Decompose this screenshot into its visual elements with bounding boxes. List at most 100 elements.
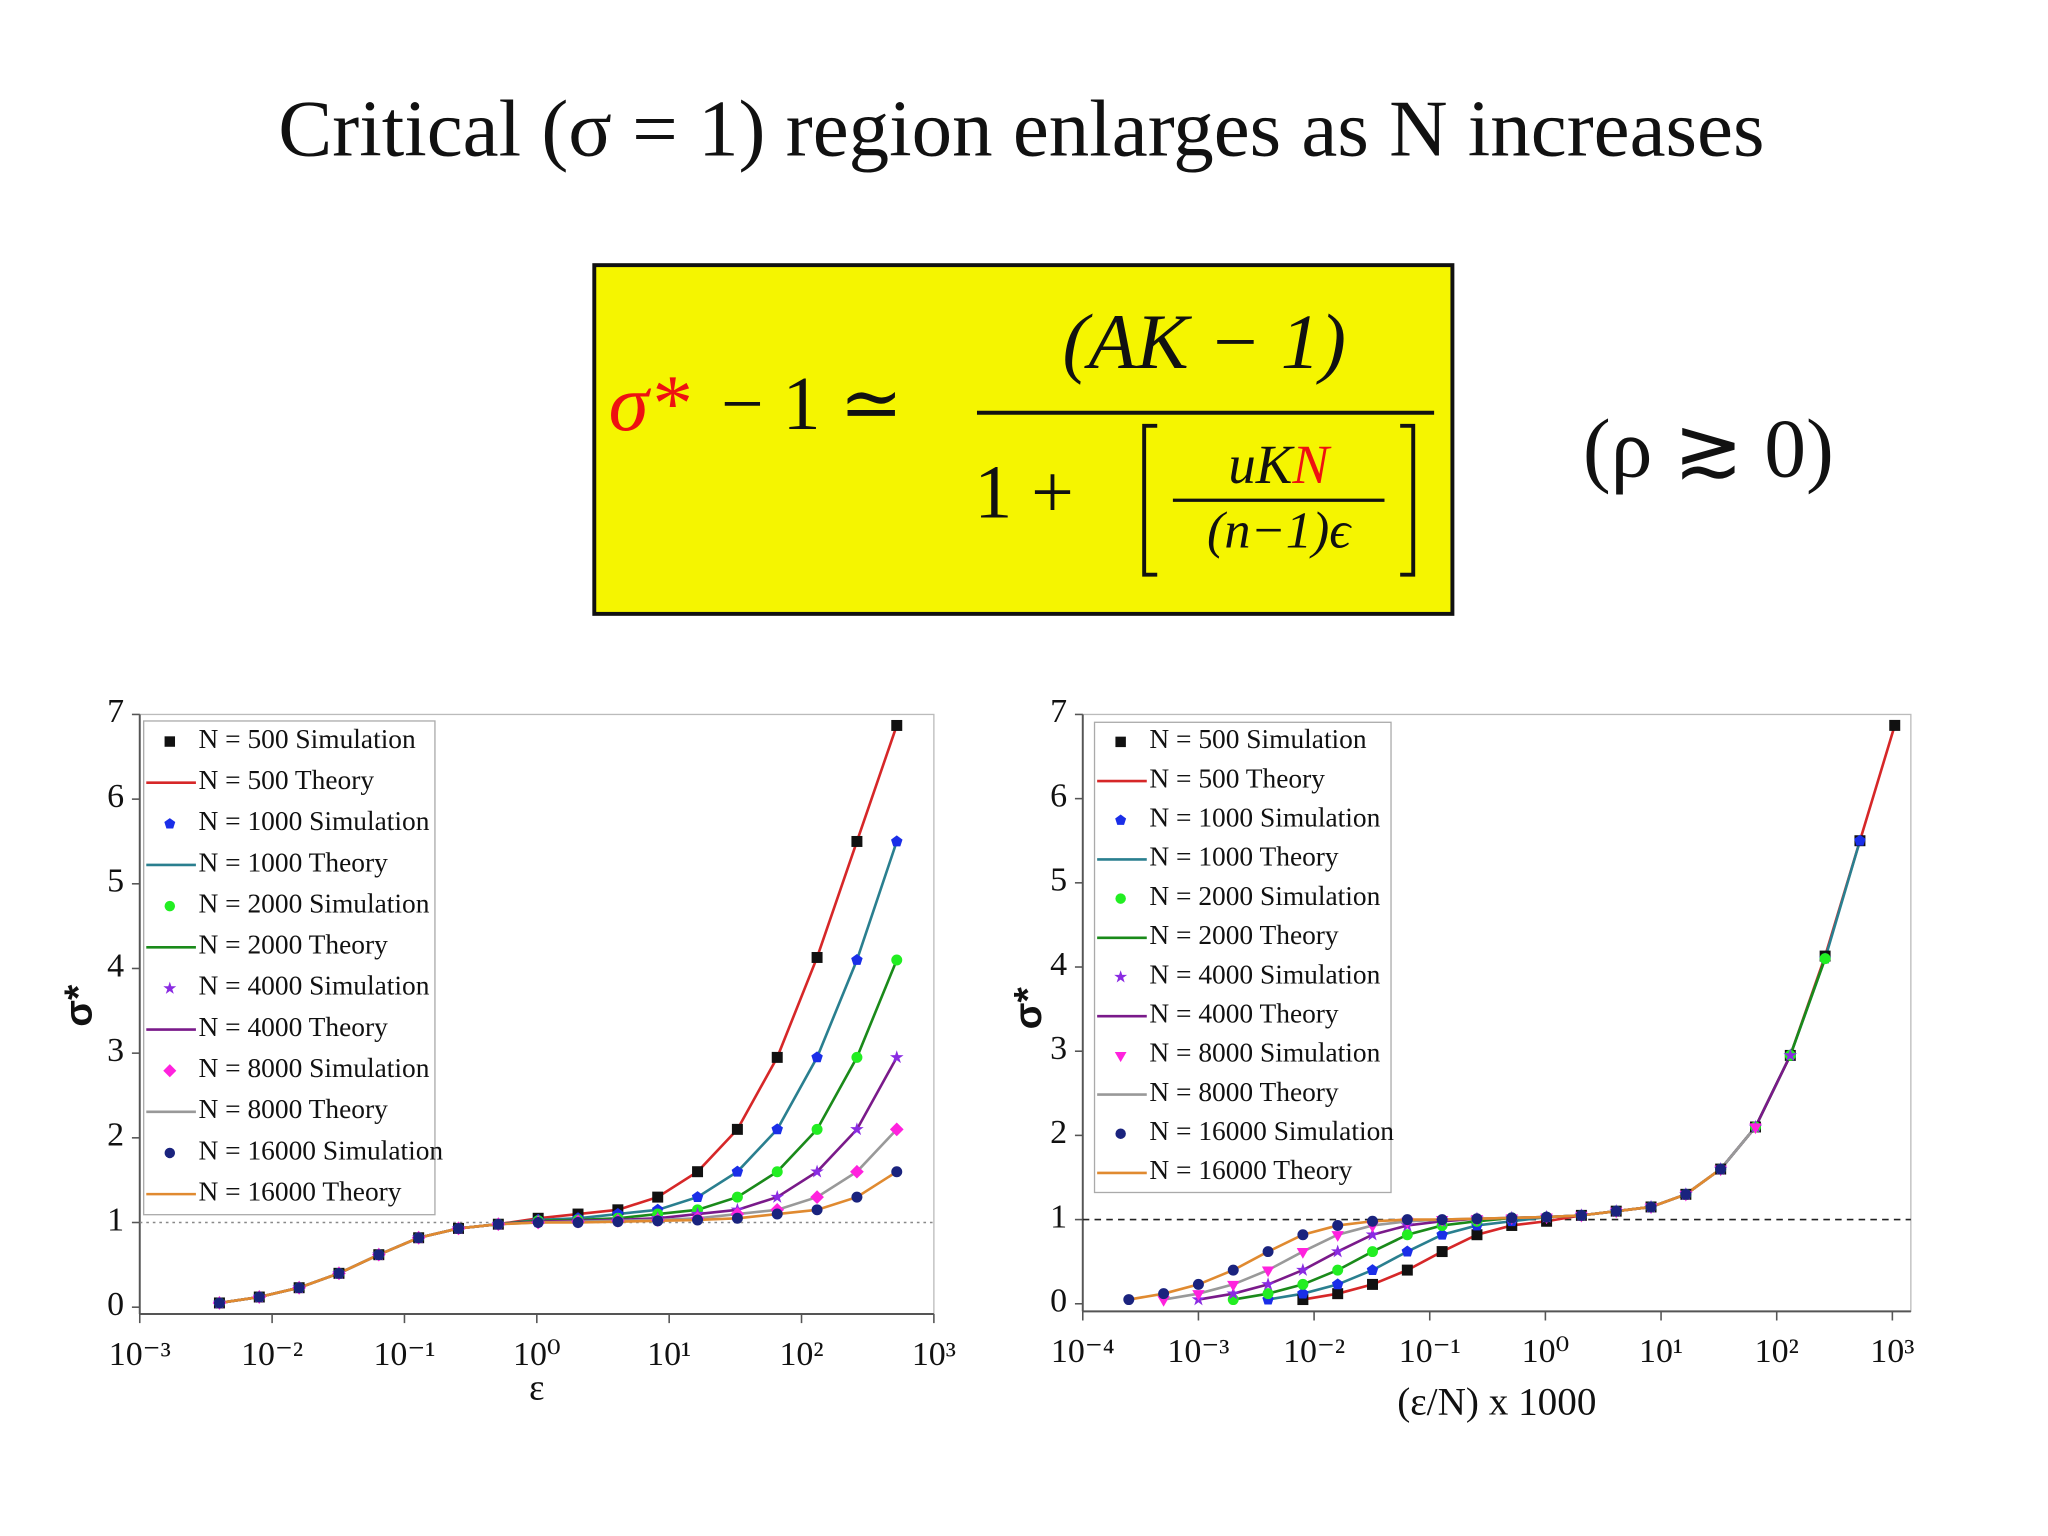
simulation-marker [652,1191,664,1203]
simulation-marker [810,1190,824,1204]
legend-label: N = 500 Theory [1149,763,1325,793]
slide-title: Critical (σ = 1) region enlarges as N in… [278,84,1764,174]
simulation-marker [1365,1227,1380,1241]
theory-line [219,1170,898,1305]
y-tick-label: 6 [107,778,124,815]
legend-label: N = 4000 Theory [1149,998,1339,1028]
formula-brackets [1142,423,1416,577]
simulation-marker [1645,1201,1657,1213]
simulation-marker [1401,1214,1413,1226]
formula-inner-numerator-lead: uK [1228,434,1294,495]
simulation-marker [1226,1286,1241,1300]
simulation-marker [1367,1278,1378,1290]
simulation-marker [731,1123,743,1135]
simulation-marker [1366,1264,1379,1275]
simulation-marker [811,951,823,963]
y-tick-label: 0 [107,1286,124,1323]
legend-label: N = 2000 Simulation [1149,881,1380,911]
simulation-marker [1297,1278,1309,1290]
legend-label: N = 8000 Simulation [1149,1038,1380,1068]
simulation-marker [731,1165,744,1177]
simulation-marker [850,1164,864,1179]
simulation-marker [1575,1209,1587,1221]
simulation-marker [889,1122,904,1137]
simulation-marker [1541,1211,1553,1223]
simulation-marker [1819,953,1831,965]
simulation-marker [1715,1163,1727,1175]
simulation-marker [811,1051,823,1063]
simulation-marker [891,1166,903,1178]
legend-label: N = 8000 Simulation [199,1053,430,1083]
y-tick-label: 7 [107,693,124,730]
simulation-marker [771,1051,783,1063]
formula-denominator-lead: 1 + [974,451,1074,535]
simulation-marker [1157,1296,1170,1307]
legend-label: N = 2000 Theory [1149,920,1339,950]
x-tick-label: 10⁻¹ [373,1336,435,1373]
legend-label: N = 1000 Theory [1149,842,1339,872]
x-tick-label: 10⁰ [1522,1333,1570,1370]
simulation-marker [851,835,863,847]
legend-label: N = 16000 Simulation [199,1135,444,1165]
simulation-marker [1367,1215,1378,1227]
x-tick-label: 10² [1755,1333,1799,1370]
simulation-marker [373,1249,385,1261]
y-tick-label: 2 [1050,1114,1067,1151]
simulation-marker [891,835,903,847]
y-tick-label: 0 [1050,1283,1067,1320]
simulation-marker [453,1222,464,1234]
simulation-marker [1296,1262,1310,1276]
legend-marker [164,818,176,829]
legend-label: N = 8000 Theory [1149,1077,1339,1107]
legend-label: N = 1000 Simulation [199,806,430,836]
x-axis-title: ε [529,1366,544,1407]
simulation-marker [1680,1188,1692,1200]
legend-label: N = 500 Theory [199,765,375,795]
y-tick-label: 3 [1050,1030,1067,1067]
simulation-marker [1158,1288,1170,1300]
simulation-marker [1471,1229,1483,1241]
legend-label: N = 2000 Theory [199,930,389,960]
simulation-marker [1401,1245,1414,1257]
y-tick-label: 6 [1050,777,1067,814]
x-tick-label: 10³ [912,1336,956,1373]
simulation-marker [1436,1246,1448,1258]
simulation-marker [413,1232,425,1244]
simulation-marker [1331,1278,1344,1290]
simulation-marker [1401,1229,1413,1241]
simulation-marker [333,1267,345,1279]
simulation-marker [771,1166,783,1178]
simulation-marker [532,1217,544,1228]
legend-marker [1115,1128,1126,1139]
simulation-marker [771,1123,783,1135]
simulation-marker [1610,1205,1622,1217]
simulation-marker [1471,1213,1483,1225]
simulation-marker [891,954,903,966]
simulation-marker [1436,1214,1448,1226]
simulation-marker [1889,719,1901,731]
simulation-marker [1123,1294,1135,1306]
simulation-marker [1297,1229,1309,1241]
formula-lhs-rest: − 1 ≃ [721,362,903,446]
legend-box [1093,721,1392,1194]
simulation-marker [811,1204,823,1216]
simulation-marker [1506,1212,1518,1224]
formula-box [592,263,1455,616]
simulation-marker [1401,1264,1413,1276]
simulation-marker [770,1189,785,1203]
simulation-marker [1783,1048,1798,1062]
simulation-marker [492,1218,504,1230]
x-tick-label: 10⁰ [513,1336,561,1373]
x-tick-label: 10⁻² [1283,1333,1345,1370]
y-tick-label: 2 [107,1117,124,1154]
simulation-marker [1331,1231,1344,1242]
simulation-marker [891,719,903,731]
legend-marker [1114,970,1128,983]
simulation-marker [771,1208,783,1220]
simulation-marker [810,1164,824,1178]
x-tick-label: 10⁻³ [1167,1333,1229,1370]
simulation-marker [1367,1246,1378,1258]
y-tick-label: 1 [1050,1198,1067,1235]
legend-label: N = 500 Simulation [199,724,416,754]
formula-numerator: (AK − 1) [1062,298,1346,385]
